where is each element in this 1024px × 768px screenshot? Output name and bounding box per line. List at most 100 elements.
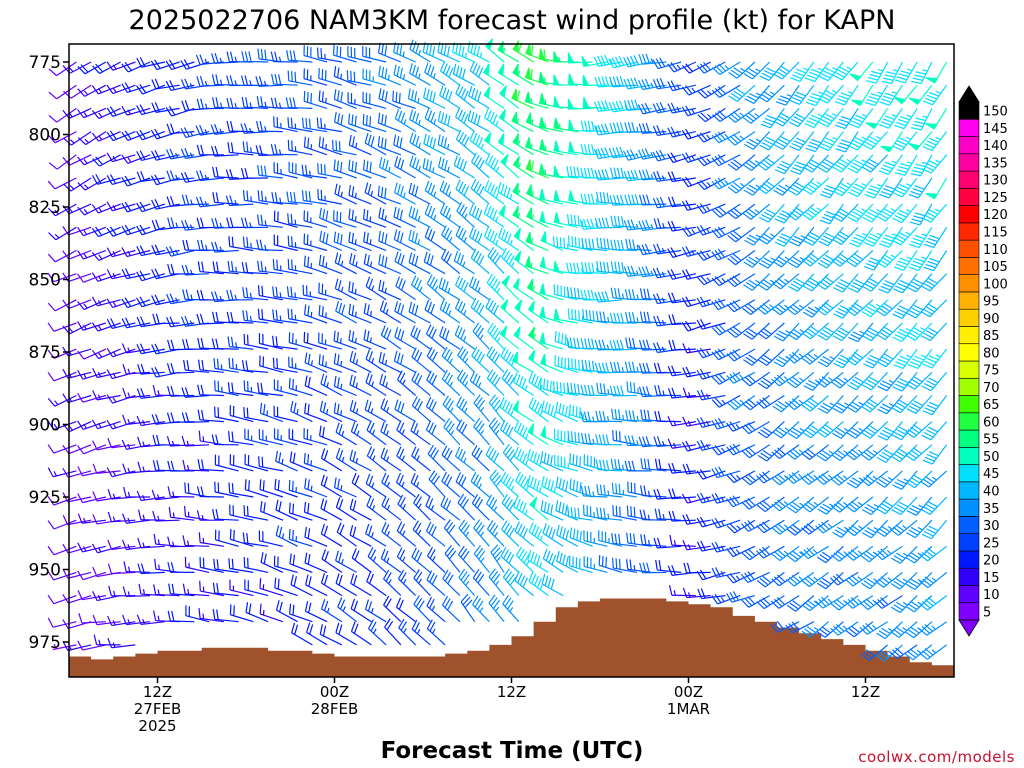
wind-barb — [668, 585, 696, 597]
wind-barb — [197, 459, 224, 472]
wind-barb — [512, 63, 534, 86]
wind-barb — [681, 84, 711, 96]
wind-barb — [893, 250, 918, 271]
wind-barb — [211, 217, 239, 229]
wind-barb — [909, 203, 933, 226]
wind-barb — [427, 546, 446, 573]
wind-barb — [594, 76, 623, 88]
wind-barb — [240, 217, 269, 229]
wind-barb — [682, 366, 711, 378]
wind-barb — [835, 108, 859, 130]
wind-barb — [538, 116, 564, 133]
wind-barb — [891, 496, 918, 516]
wind-barb — [362, 91, 387, 109]
wind-barb — [757, 154, 785, 171]
wind-barb — [696, 318, 726, 330]
wind-barb — [106, 394, 136, 404]
wind-barb — [77, 542, 107, 553]
wind-barb — [196, 313, 224, 325]
wind-barb — [411, 347, 431, 373]
wind-barb — [771, 299, 800, 316]
wind-barb — [890, 571, 918, 590]
wind-barb — [214, 380, 239, 397]
wind-barb — [696, 131, 726, 143]
wind-barb — [411, 619, 431, 646]
wind-barb — [512, 133, 534, 156]
wind-barb — [787, 250, 815, 269]
wind-barb — [831, 444, 859, 462]
wind-barb — [289, 451, 313, 472]
wind-barb — [891, 545, 918, 564]
wind-barb — [393, 206, 416, 228]
wind-barb — [377, 136, 402, 156]
wind-barb — [553, 428, 579, 446]
wind-barb — [334, 278, 357, 301]
wind-barb — [625, 337, 652, 350]
wind-barb — [396, 521, 417, 547]
wind-barb — [741, 470, 770, 486]
wind-barb — [168, 506, 195, 521]
wind-barb — [365, 473, 387, 498]
wind-barb — [921, 322, 948, 342]
wind-barb — [786, 299, 815, 316]
wind-barb — [470, 248, 490, 275]
wind-barb — [395, 472, 416, 498]
wind-barb — [196, 76, 224, 87]
wind-barb — [319, 624, 343, 646]
wind-barb — [48, 84, 77, 100]
wind-barb — [47, 519, 77, 530]
wind-barb — [229, 579, 254, 597]
wind-barb — [861, 496, 889, 516]
wind-barb — [500, 299, 520, 324]
wind-barb — [582, 97, 608, 109]
wind-barb — [847, 203, 874, 223]
wind-barb — [541, 573, 564, 597]
wind-barb — [290, 574, 313, 597]
wind-barb — [63, 131, 92, 146]
wind-barb — [455, 275, 475, 301]
colorbar-swatch — [958, 567, 980, 586]
wind-barb — [906, 395, 933, 414]
wind-barb — [921, 421, 948, 441]
wind-barb — [667, 80, 697, 92]
wind-barb — [197, 337, 224, 350]
wind-barb — [879, 84, 903, 106]
wind-barb — [362, 114, 387, 133]
wind-barb — [151, 343, 180, 355]
wind-barb — [212, 311, 239, 324]
wind-barb — [638, 339, 667, 351]
wind-barb — [652, 293, 682, 305]
colorbar-label: 50 — [983, 450, 1000, 465]
wind-barb — [454, 298, 475, 324]
wind-barb — [302, 284, 328, 301]
wind-barb — [199, 580, 224, 597]
wind-barb — [137, 563, 165, 575]
wind-barb — [594, 169, 623, 181]
wind-barb — [511, 88, 534, 109]
wind-barb — [472, 595, 490, 623]
wind-barb — [803, 226, 830, 246]
wind-barb — [711, 177, 741, 190]
wind-barb — [583, 530, 608, 547]
wind-barb — [367, 547, 387, 573]
wind-barb — [47, 249, 77, 263]
wind-barb — [893, 348, 918, 370]
wind-barb — [726, 519, 756, 534]
wind-barb — [846, 250, 874, 268]
wind-barb — [525, 112, 549, 133]
wind-barb — [845, 299, 874, 317]
wind-barb — [273, 555, 298, 573]
credit-text[interactable]: coolwx.com/models — [858, 748, 1015, 766]
wind-barb — [122, 614, 151, 626]
wind-barb — [639, 509, 667, 521]
wind-barb — [181, 219, 210, 231]
wind-barb — [180, 59, 210, 70]
wind-barb — [637, 78, 667, 91]
wind-barb — [567, 357, 593, 373]
terrain-area — [69, 598, 954, 677]
wind-barb — [682, 514, 711, 525]
wind-barb — [473, 394, 490, 422]
wind-barb — [567, 308, 593, 324]
wind-barb — [304, 526, 328, 547]
wind-barb — [442, 569, 461, 597]
